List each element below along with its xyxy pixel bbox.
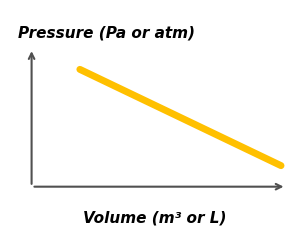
Text: Volume (m³ or L): Volume (m³ or L) <box>83 211 227 226</box>
Text: Pressure (Pa or atm): Pressure (Pa or atm) <box>18 26 195 41</box>
